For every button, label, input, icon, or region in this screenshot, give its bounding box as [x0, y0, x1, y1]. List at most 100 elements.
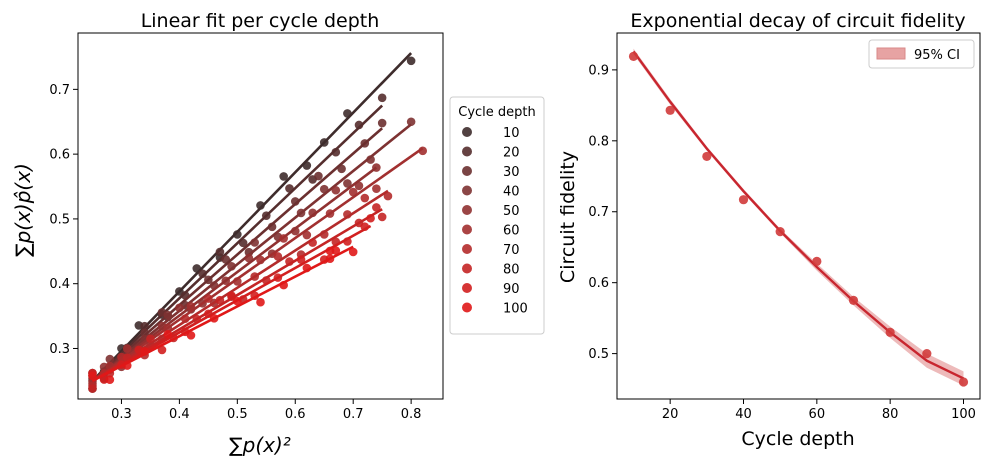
- point-depth-40: [296, 208, 306, 218]
- fit-line-depth-60: [91, 147, 424, 382]
- right-chart-y-label: Circuit fidelity: [557, 151, 579, 283]
- legend-label-60: 60: [503, 224, 520, 239]
- point-depth-90: [366, 213, 375, 223]
- left-chart-title: Linear fit per cycle depth: [141, 10, 380, 32]
- point-depth-100: [325, 254, 335, 263]
- fit-line-depth-40: [91, 123, 412, 382]
- left-chart-y-label: ∑p(x)p̂(x): [11, 163, 35, 257]
- point-depth-100: [331, 246, 341, 255]
- legend-marker-40: [462, 185, 472, 196]
- point-depth-90: [296, 255, 306, 264]
- fidelity-point: [885, 327, 895, 337]
- point-depth-10: [279, 172, 288, 181]
- point-depth-30: [360, 139, 370, 148]
- right-chart-y-tick-label: 0.7: [588, 205, 609, 220]
- fidelity-point: [958, 377, 969, 387]
- point-depth-100: [233, 296, 242, 306]
- point-depth-10: [406, 56, 416, 66]
- point-depth-70: [383, 191, 393, 201]
- left-chart-x-tick-label: 0.6: [285, 407, 306, 422]
- right-chart-x-tick-label: 20: [662, 407, 679, 422]
- point-depth-40: [105, 354, 115, 364]
- point-depth-20: [377, 93, 387, 103]
- legend-label-40: 40: [503, 185, 520, 200]
- point-depth-10: [343, 109, 352, 118]
- left-chart-axes: 0.3 0.4 0.5 0.6 0.7 0.8 0.3 0.4 0.5 0.6 0.7: [49, 32, 444, 422]
- left-chart-legend: Cycle depth 10 20 30 40 50 60 70 80 90 100: [449, 96, 545, 335]
- point-depth-80: [215, 295, 225, 305]
- legend-marker-90: [462, 283, 472, 293]
- legend-title: Cycle depth: [458, 105, 536, 120]
- ci-legend-label: 95% CI: [914, 48, 960, 63]
- point-depth-100: [186, 331, 196, 340]
- legend-label-20: 20: [503, 146, 520, 161]
- point-depth-20: [261, 211, 271, 220]
- legend-label-30: 30: [503, 165, 520, 180]
- point-depth-100: [256, 297, 265, 307]
- point-depth-100: [88, 371, 97, 380]
- point-depth-60: [348, 187, 358, 197]
- fit-line-depth-90: [91, 224, 372, 382]
- point-depth-80: [372, 203, 381, 212]
- point-depth-20: [215, 247, 225, 257]
- fidelity-point: [628, 51, 639, 62]
- right-chart-title: Exponential decay of circuit fidelity: [630, 10, 965, 32]
- point-depth-40: [319, 184, 329, 194]
- fidelity-point: [665, 105, 675, 115]
- legend-label-10: 10: [503, 126, 520, 141]
- point-depth-60: [233, 277, 242, 286]
- point-depth-30: [314, 171, 323, 181]
- left-chart-y-tick-label: 0.6: [49, 148, 70, 163]
- point-depth-70: [273, 252, 283, 261]
- left-chart-y-tick-label: 0.3: [49, 342, 70, 357]
- right-chart-y-tick-label: 0.8: [588, 134, 609, 149]
- point-depth-70: [319, 230, 329, 239]
- point-depth-90: [227, 291, 236, 300]
- legend-marker-70: [462, 244, 472, 254]
- point-depth-90: [204, 309, 213, 319]
- fidelity-point: [775, 227, 785, 237]
- right-chart-x-tick-label: 60: [809, 407, 826, 422]
- fit-curve: [632, 50, 965, 380]
- point-depth-40: [343, 179, 352, 188]
- point-depth-60: [279, 234, 288, 243]
- point-depth-10: [319, 138, 329, 147]
- point-depth-60: [418, 146, 428, 156]
- point-depth-40: [227, 262, 236, 271]
- legend-marker-10: [462, 127, 472, 137]
- ci-legend-frame: [868, 39, 975, 69]
- point-depth-40: [366, 155, 375, 164]
- point-depth-100: [279, 280, 288, 290]
- point-depth-100: [122, 361, 132, 370]
- point-depth-20: [331, 147, 341, 157]
- left-chart-y-tick-label: 0.4: [49, 277, 70, 292]
- point-depth-30: [204, 275, 213, 285]
- point-depth-50: [331, 185, 341, 195]
- legend-marker-50: [462, 205, 472, 215]
- right-chart-y-tick-label: 0.9: [588, 63, 609, 78]
- point-depth-80: [146, 334, 155, 344]
- point-depth-60: [302, 230, 312, 240]
- point-depth-90: [157, 345, 167, 355]
- legend-label-100: 100: [503, 302, 528, 317]
- point-depth-50: [354, 181, 364, 191]
- point-depth-40: [406, 117, 416, 127]
- fidelity-point: [702, 151, 712, 162]
- left-chart-y-tick-label: 0.5: [49, 212, 70, 227]
- point-depth-60: [186, 302, 196, 311]
- point-depth-100: [209, 313, 219, 323]
- point-depth-100: [140, 347, 149, 356]
- point-depth-40: [250, 238, 260, 247]
- fidelity-point: [848, 295, 859, 306]
- left-chart-x-tick-label: 0.8: [401, 407, 422, 422]
- point-depth-80: [308, 238, 317, 247]
- point-depth-60: [256, 255, 265, 265]
- left-chart-plot-area: [88, 52, 428, 393]
- point-depth-70: [204, 294, 213, 303]
- point-depth-50: [290, 226, 300, 236]
- legend-marker-60: [462, 224, 472, 235]
- right-chart-plot-area: [628, 48, 969, 387]
- point-depth-80: [285, 257, 294, 266]
- legend-marker-100: [462, 302, 472, 313]
